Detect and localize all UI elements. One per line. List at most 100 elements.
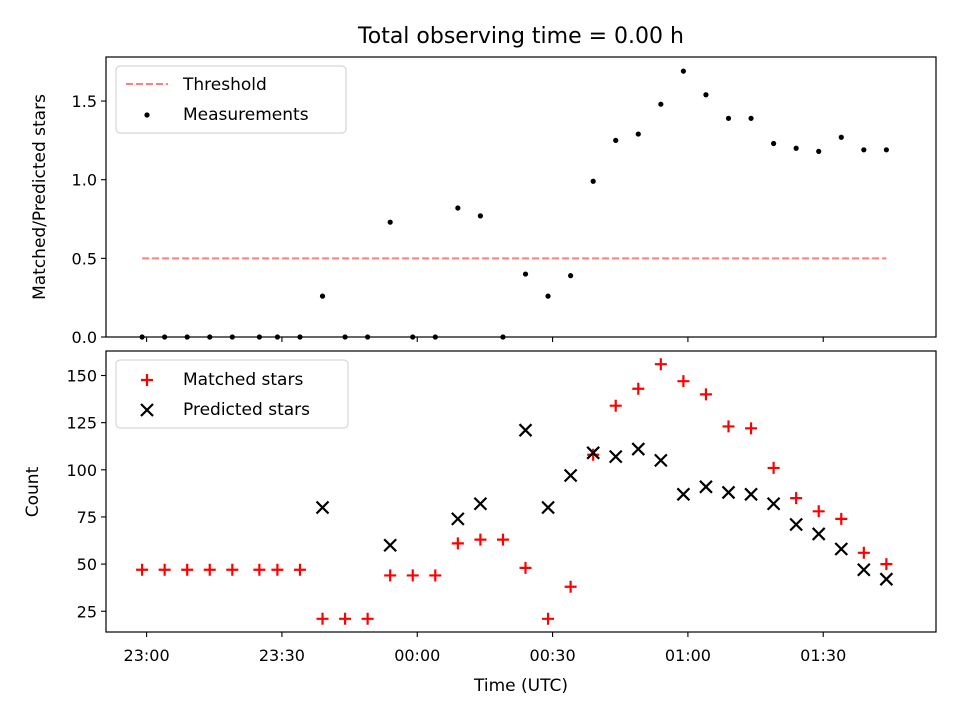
matched-stars-point — [384, 569, 397, 582]
bottom-x-tick-label: 01:30 — [800, 646, 846, 665]
predicted-stars-legend-label: Predicted stars — [183, 400, 310, 420]
predicted-stars-point — [586, 446, 600, 460]
matched-stars-point — [339, 612, 352, 625]
matched-stars-point — [767, 461, 780, 474]
measurement-point — [635, 131, 641, 137]
measurement-point — [274, 334, 281, 340]
measurement-point — [613, 137, 619, 143]
bottom-y-tick-label: 125 — [66, 414, 97, 433]
measurement-point — [477, 213, 484, 219]
predicted-stars-legend-swatch — [140, 403, 154, 417]
matched-stars-point — [587, 448, 600, 461]
measurements-legend-label: Measurements — [183, 105, 309, 125]
measurement-point — [838, 134, 844, 140]
matched-stars-point — [406, 569, 419, 582]
bottom-x-tick-label: 01:00 — [665, 646, 711, 665]
matched-stars-point — [158, 563, 171, 576]
top-legend: Threshold Measurements — [115, 65, 347, 134]
measurement-point — [748, 115, 754, 121]
measurement-point — [162, 334, 168, 340]
matched-stars-point — [564, 580, 577, 593]
predicted-stars-point — [744, 487, 758, 502]
measurement-point — [771, 140, 777, 147]
bottom-x-tick-label: 00:30 — [530, 646, 576, 665]
measurements-legend-swatch — [144, 112, 150, 118]
predicted-stars-point — [563, 468, 578, 483]
measurement-point — [793, 145, 799, 151]
bottom-x-tick-label: 00:00 — [394, 646, 440, 665]
measurement-point — [207, 334, 213, 340]
measurement-point — [184, 334, 190, 340]
top-y-axis: 0.0 0.5 1.0 1.5 — [72, 92, 106, 347]
matched-stars-point — [496, 533, 509, 546]
matched-stars-legend-label: Matched stars — [183, 370, 303, 390]
measurement-point — [500, 334, 506, 340]
measurement-point — [883, 147, 889, 153]
matched-stars-point — [857, 546, 870, 559]
predicted-stars-point — [315, 500, 330, 515]
bottom-y-tick-label: 150 — [66, 367, 97, 386]
predicted-stars-point — [676, 487, 691, 502]
chart-title: Total observing time = 0.00 h — [357, 24, 684, 49]
measurement-point — [229, 334, 235, 340]
predicted-stars-point — [383, 538, 397, 553]
top-y-tick-label: 1.0 — [72, 171, 97, 190]
measurement-point — [410, 334, 416, 340]
predicted-stars-point — [811, 527, 826, 541]
matched-stars-point — [519, 561, 532, 574]
top-y-tick-label: 0.5 — [72, 249, 97, 268]
matched-stars-point — [361, 612, 374, 625]
measurement-point — [816, 148, 822, 154]
measurement-point — [387, 219, 393, 225]
bottom-legend-box — [115, 359, 349, 429]
predicted-stars-point — [608, 449, 623, 464]
top-legend-box — [115, 65, 347, 134]
bottom-x-axis: 23:00 23:30 00:00 00:30 01:00 01:30 — [124, 632, 846, 665]
matched-stars-legend-swatch — [141, 374, 153, 386]
measurement-point — [455, 205, 461, 211]
measurement-point — [590, 178, 596, 184]
measurement-point — [297, 334, 303, 340]
measurement-point — [703, 92, 709, 98]
bottom-legend: Matched stars Predicted stars — [115, 359, 349, 429]
matched-stars-point — [812, 505, 825, 518]
matched-stars-point — [451, 537, 464, 550]
measurement-point — [861, 147, 867, 153]
bottom-y-tick-label: 100 — [66, 461, 97, 480]
measurement-point — [658, 101, 664, 107]
matched-stars-point — [203, 563, 216, 576]
predicted-stars-point — [879, 572, 894, 586]
matched-stars-point — [271, 563, 284, 576]
measurement-point — [342, 334, 348, 340]
measurement-point — [545, 293, 551, 299]
predicted-stars-point — [541, 500, 555, 515]
predicted-stars-point — [518, 423, 533, 437]
predicted-stars-point — [631, 442, 646, 456]
measurement-point — [522, 271, 529, 277]
measurement-point — [680, 68, 686, 74]
matched-stars-point — [226, 563, 239, 576]
predicted-stars-point — [857, 562, 871, 577]
bottom-y-axis-label: Count — [23, 466, 43, 517]
bottom-y-axis: 25 50 75 100 125 150 — [66, 367, 106, 621]
predicted-stars-point — [789, 517, 803, 532]
measurement-point — [365, 334, 371, 340]
bottom-y-tick-label: 75 — [77, 508, 97, 527]
matched-stars-point — [835, 512, 848, 525]
matched-stars-point — [253, 563, 266, 576]
predicted-stars-point — [834, 542, 849, 556]
matched-stars-point — [293, 563, 306, 576]
top-x-axis — [146, 337, 824, 342]
matched-stars-point — [790, 492, 803, 505]
matched-stars-point — [474, 533, 487, 546]
matched-stars-point — [609, 399, 622, 412]
matched-stars-point — [880, 558, 893, 571]
matched-stars-point — [654, 358, 667, 371]
matched-stars-point — [542, 612, 555, 625]
measurement-point — [432, 334, 438, 340]
top-y-axis-label: Matched/Predicted stars — [30, 94, 50, 300]
predicted-stars-legend-marker — [140, 403, 154, 417]
predicted-stars-point — [473, 496, 488, 511]
threshold-legend-label: Threshold — [182, 75, 267, 95]
measurement-point — [319, 293, 326, 299]
